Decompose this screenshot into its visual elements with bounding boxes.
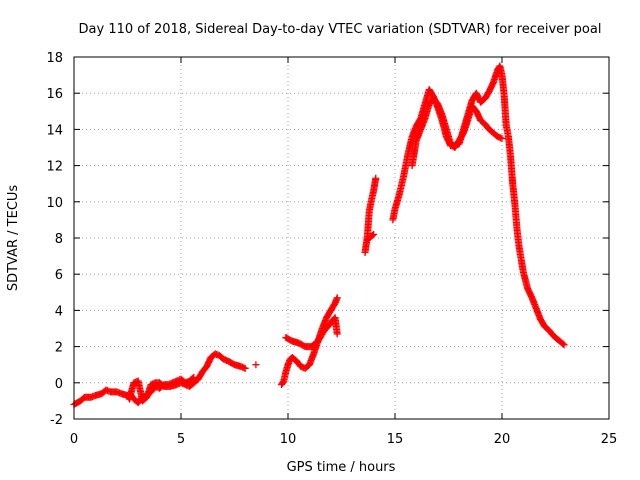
data-point-marker — [498, 134, 506, 142]
x-tick-label: 0 — [70, 432, 78, 447]
data-points — [70, 62, 568, 409]
y-tick-label: 10 — [46, 196, 63, 211]
data-point-marker — [370, 230, 378, 238]
y-tick-label: 16 — [46, 87, 63, 102]
y-tick-label: 4 — [55, 304, 63, 319]
y-tick-label: 6 — [55, 268, 63, 283]
axis-ticks: 0 5 10 15 20 25 -2 0 2 4 6 8 10 12 14 16 18 — [46, 51, 617, 447]
x-tick-label: 20 — [494, 432, 511, 447]
y-axis-label: SDTVAR / TECUs — [6, 185, 21, 292]
series-segment-5 — [282, 314, 341, 351]
x-tick-label: 15 — [387, 432, 404, 447]
x-tick-label: 5 — [177, 432, 185, 447]
chart-title: Day 110 of 2018, Sidereal Day-to-day VTE… — [79, 22, 602, 37]
y-tick-label: 8 — [55, 232, 63, 247]
data-point-marker — [190, 373, 198, 381]
y-tick-label: 12 — [46, 160, 63, 175]
data-point-marker — [560, 341, 568, 349]
grid — [74, 57, 609, 419]
y-tick-label: 18 — [46, 51, 63, 66]
y-tick-label: 2 — [55, 341, 63, 356]
series-segment-3 — [252, 361, 260, 369]
data-point-marker — [189, 374, 197, 382]
data-point-marker — [369, 231, 377, 239]
series-segment-6 — [361, 174, 380, 256]
series-segment-4 — [278, 294, 341, 389]
data-point-marker — [372, 174, 380, 182]
x-tick-label: 25 — [601, 432, 618, 447]
y-tick-label: 0 — [55, 377, 63, 392]
data-point-marker — [241, 364, 249, 372]
y-tick-label: 14 — [46, 123, 63, 138]
x-axis-label: GPS time / hours — [287, 460, 396, 475]
series-segment-9 — [408, 95, 506, 170]
data-point-marker — [333, 294, 341, 302]
data-point-marker — [559, 340, 567, 348]
series-segment-7 — [363, 230, 378, 244]
series-segment-2 — [126, 373, 198, 407]
series-segment-1 — [70, 350, 249, 409]
data-point-marker — [333, 330, 341, 338]
series-segment-8 — [389, 62, 568, 349]
data-point-marker — [252, 361, 260, 369]
y-tick-label: -2 — [50, 413, 63, 428]
x-tick-label: 10 — [280, 432, 297, 447]
